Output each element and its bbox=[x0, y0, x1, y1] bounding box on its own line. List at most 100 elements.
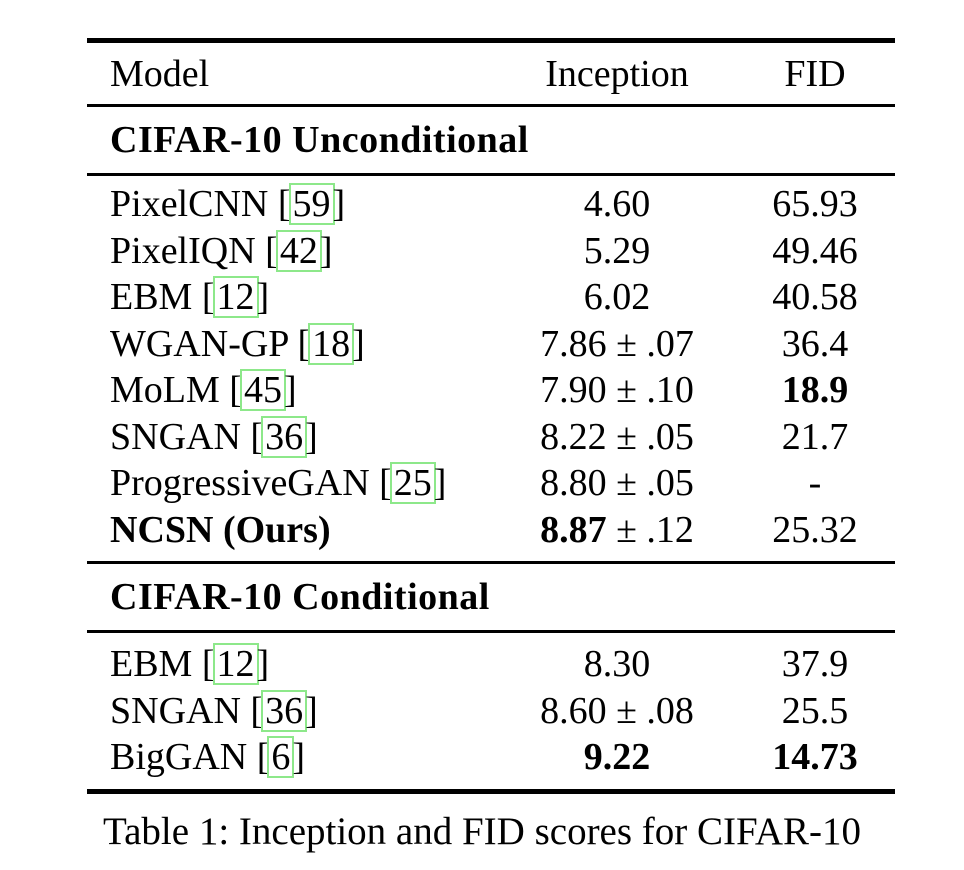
model-cell: ProgressiveGAN [25] bbox=[87, 460, 499, 507]
section-title-row: CIFAR-10 Conditional bbox=[87, 564, 895, 633]
fid-value: 21.7 bbox=[781, 415, 849, 458]
fid-cell: 18.9 bbox=[735, 367, 895, 414]
citation: [36] bbox=[241, 689, 318, 732]
column-header-inception: Inception bbox=[545, 53, 689, 95]
table-caption: Table 1: Inception and FID scores for CI… bbox=[103, 810, 861, 853]
model-cell: PixelIQN [42] bbox=[87, 228, 499, 275]
model-name: EBM bbox=[110, 276, 193, 318]
citation: [12] bbox=[192, 643, 269, 685]
inception-cell: 8.30 bbox=[499, 641, 735, 688]
fid-cell: 65.93 bbox=[735, 181, 895, 228]
model-name: MoLM bbox=[110, 369, 220, 411]
citation-link[interactable]: 42 bbox=[275, 229, 322, 272]
citation-open-bracket: [ bbox=[201, 276, 215, 318]
fid-cell: 25.32 bbox=[735, 507, 895, 554]
section-rows: PixelCNN [59] 4.60 65.93 PixelIQN [42] 5… bbox=[87, 176, 895, 564]
citation-open-bracket: [ bbox=[201, 643, 215, 685]
citation-link[interactable]: 25 bbox=[389, 462, 436, 504]
citation-open-bracket: [ bbox=[379, 462, 392, 504]
model-name: NCSN (Ours) bbox=[110, 508, 331, 551]
model-name: BigGAN bbox=[110, 736, 248, 778]
fid-value: 40.58 bbox=[772, 276, 858, 318]
inception-cell: 8.60 ± .08 bbox=[499, 688, 735, 735]
model-cell: BigGAN [6] bbox=[87, 734, 499, 781]
citation-close-bracket: ] bbox=[305, 689, 318, 732]
citation: [12] bbox=[192, 276, 269, 318]
table-row: SNGAN [36] 8.60 ± .08 25.5 bbox=[87, 688, 895, 735]
inception-value: 6.02 bbox=[583, 276, 651, 318]
table-row: WGAN-GP [18] 7.86 ± .07 36.4 bbox=[87, 321, 895, 368]
results-table: Model Inception FID CIFAR-10 Uncondition… bbox=[87, 38, 895, 794]
model-name: PixelIQN bbox=[110, 229, 256, 272]
citation-link[interactable]: 36 bbox=[261, 415, 308, 458]
inception-value: 8.22 ± .05 bbox=[540, 415, 694, 458]
model-name: EBM bbox=[110, 643, 193, 685]
fid-cell: 25.5 bbox=[735, 688, 895, 735]
citation-link[interactable]: 36 bbox=[261, 689, 308, 732]
model-cell: NCSN (Ours) bbox=[87, 507, 499, 554]
citation-link[interactable]: 59 bbox=[288, 183, 335, 225]
inception-cell: 9.22 bbox=[499, 734, 735, 781]
citation-link[interactable]: 45 bbox=[239, 369, 286, 411]
citation-link[interactable]: 18 bbox=[308, 322, 355, 365]
fid-value: 37.9 bbox=[781, 643, 849, 685]
inception-value: 8.30 bbox=[583, 643, 651, 685]
inception-value: 5.29 bbox=[583, 229, 651, 272]
model-cell: SNGAN [36] bbox=[87, 414, 499, 461]
inception-value: 8.60 ± .08 bbox=[540, 689, 694, 732]
fid-cell: 14.73 bbox=[735, 734, 895, 781]
fid-value: 18.9 bbox=[781, 369, 849, 411]
column-header-model: Model bbox=[110, 53, 210, 95]
section-rows: EBM [12] 8.30 37.9 SNGAN [36] 8.60 ± .08… bbox=[87, 633, 895, 789]
table-section: CIFAR-10 Conditional EBM [12] 8.30 37.9 … bbox=[87, 564, 895, 789]
citation-close-bracket: ] bbox=[256, 276, 270, 318]
model-cell: MoLM [45] bbox=[87, 367, 499, 414]
citation-close-bracket: ] bbox=[292, 736, 306, 778]
table-row: ProgressiveGAN [25] 8.80 ± .05 - bbox=[87, 460, 895, 507]
inception-cell: 4.60 bbox=[499, 181, 735, 228]
fid-cell: 21.7 bbox=[735, 414, 895, 461]
citation-link[interactable]: 12 bbox=[212, 276, 259, 318]
citation-open-bracket: [ bbox=[277, 183, 291, 225]
citation-close-bracket: ] bbox=[319, 229, 333, 272]
fid-cell: 40.58 bbox=[735, 274, 895, 321]
inception-cell: 8.87 ± .12 bbox=[499, 507, 735, 554]
fid-value: 65.93 bbox=[772, 183, 858, 225]
citation-close-bracket: ] bbox=[256, 643, 270, 685]
inception-cell: 8.80 ± .05 bbox=[499, 460, 735, 507]
table-row: EBM [12] 6.02 40.58 bbox=[87, 274, 895, 321]
model-name: PixelCNN bbox=[110, 183, 269, 225]
fid-value: 49.46 bbox=[772, 229, 858, 272]
fid-value: 14.73 bbox=[772, 736, 858, 778]
citation-open-bracket: [ bbox=[297, 322, 311, 365]
model-cell: PixelCNN [59] bbox=[87, 181, 499, 228]
model-cell: EBM [12] bbox=[87, 641, 499, 688]
column-header-fid: FID bbox=[784, 53, 846, 95]
inception-cell: 6.02 bbox=[499, 274, 735, 321]
citation-close-bracket: ] bbox=[433, 462, 447, 504]
fid-value: 36.4 bbox=[781, 322, 849, 365]
citation-link[interactable]: 12 bbox=[212, 643, 259, 685]
table-section: CIFAR-10 Unconditional PixelCNN [59] 4.6… bbox=[87, 107, 895, 564]
table-row: SNGAN [36] 8.22 ± .05 21.7 bbox=[87, 414, 895, 461]
inception-cell: 7.86 ± .07 bbox=[499, 321, 735, 368]
model-cell: WGAN-GP [18] bbox=[87, 321, 499, 368]
fid-cell: 37.9 bbox=[735, 641, 895, 688]
inception-value: 7.86 ± .07 bbox=[540, 322, 694, 365]
citation-link[interactable]: 6 bbox=[267, 736, 295, 778]
citation-open-bracket: [ bbox=[250, 689, 264, 732]
citation: [42] bbox=[256, 229, 333, 272]
citation: [6] bbox=[247, 736, 305, 778]
citation-close-bracket: ] bbox=[305, 415, 318, 458]
citation: [25] bbox=[370, 462, 447, 504]
inception-value: 9.22 bbox=[583, 736, 651, 778]
fid-cell: 49.46 bbox=[735, 228, 895, 275]
inception-cell: 8.22 ± .05 bbox=[499, 414, 735, 461]
model-name: ProgressiveGAN bbox=[110, 462, 370, 504]
table-row: BigGAN [6] 9.22 14.73 bbox=[87, 734, 895, 781]
inception-value: 8.87 bbox=[540, 508, 607, 551]
citation-close-bracket: ] bbox=[283, 369, 297, 411]
citation-open-bracket: [ bbox=[229, 369, 242, 411]
inception-value: 8.80 ± .05 bbox=[540, 462, 694, 504]
